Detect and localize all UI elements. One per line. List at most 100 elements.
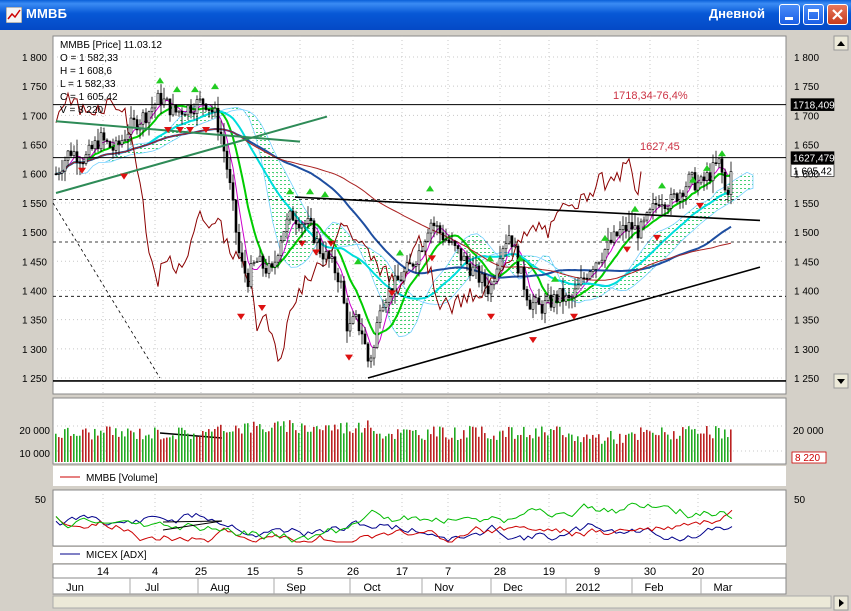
candle-body [447,239,451,243]
volume-bar [628,433,630,462]
candle-body [210,109,214,113]
candle-body [354,314,358,317]
volume-bar [514,438,516,462]
candle-body [246,272,250,287]
volume-bar [547,435,549,462]
candle-body [276,255,280,263]
volume-bar [91,439,93,462]
buy-signal-arrow [396,249,404,256]
volume-bar [496,439,498,462]
candle-body [645,212,649,221]
price-right-tick-label: 1 500 [794,228,819,239]
adx-tick-50: 50 [35,495,47,506]
volume-bar [397,429,399,462]
volume-bar [637,439,639,462]
price-tick-label: 1 750 [22,82,47,93]
maximize-button[interactable] [803,4,824,25]
volume-bar [631,432,633,462]
volume-bar [709,434,711,462]
volume-bar [361,432,363,462]
volume-bar [178,427,180,462]
candle-body [75,151,79,163]
candle-body [531,302,535,310]
sell-signal-arrow [428,255,436,262]
sell-signal-arrow [696,202,704,209]
horizontal-scrollbar[interactable] [52,595,832,609]
sell-signal-arrow [78,167,86,174]
candle-body [441,232,445,241]
candle-body [111,147,115,151]
adx-trendline [162,520,223,531]
candle-body [534,297,538,304]
candle-body [624,224,628,232]
volume-bar [688,426,690,462]
volume-bar [664,432,666,462]
volume-bar [244,423,246,462]
candle-body [492,280,496,286]
volume-bar [295,430,297,462]
volume-bar [325,425,327,462]
candle-body [711,162,715,182]
volume-bar [700,433,702,462]
volume-bar [310,431,312,462]
volume-bar [364,428,366,462]
candle-body [84,154,88,164]
candle-body [720,158,724,173]
date-axis-day-label: 25 [195,566,207,578]
price-right-tick-label: 1 600 [794,170,819,181]
candle-body [654,202,658,205]
volume-bar [457,439,459,462]
price-marker-box [790,98,835,111]
volume-bar [520,434,522,462]
sell-signal-arrow [120,173,128,180]
volume-bar [118,436,120,462]
candle-body [255,261,259,263]
candle-body [231,182,235,201]
volume-bar [106,426,108,462]
volume-bar [253,421,255,462]
volume-bar [712,438,714,462]
candle-body [372,347,376,359]
volume-bar [322,430,324,462]
candle-body [399,279,403,282]
volume-bar [391,433,393,462]
volume-bar [319,429,321,462]
volume-bar [94,428,96,462]
volume-bar [373,431,375,462]
volume-bar [643,432,645,462]
close-button[interactable] [827,4,848,25]
candle-body [87,144,91,156]
candle-body [90,144,94,150]
candle-body [558,288,562,303]
volume-bar [328,425,330,462]
candle-body [195,99,199,114]
adx-panel [52,489,787,547]
candle-body [288,210,292,220]
candle-body [198,98,202,101]
date-axis-day-label: 4 [152,566,158,578]
minimize-button[interactable] [779,4,800,25]
candle-body [669,194,673,209]
volume-bar [460,438,462,462]
date-axis-month-label: Sep [286,582,306,594]
volume-bar [85,428,87,462]
volume-bar [568,433,570,462]
volume-bar [301,423,303,462]
volume-bar [433,426,435,462]
candle-body [339,280,343,283]
candle-body [576,284,580,290]
volume-bar [490,439,492,462]
volume-bar [136,438,138,462]
volume-bar [307,431,309,462]
candle-body [561,288,565,302]
volume-bar [103,432,105,462]
volume-bar [385,436,387,462]
volume-bar [502,430,504,462]
volume-bar [334,424,336,462]
volume-bar [163,438,165,462]
adx-series-line [55,509,733,543]
volume-bar [55,433,57,462]
volume-bar [556,426,558,462]
volume-bar [226,432,228,462]
trendline-resistance [294,196,761,222]
